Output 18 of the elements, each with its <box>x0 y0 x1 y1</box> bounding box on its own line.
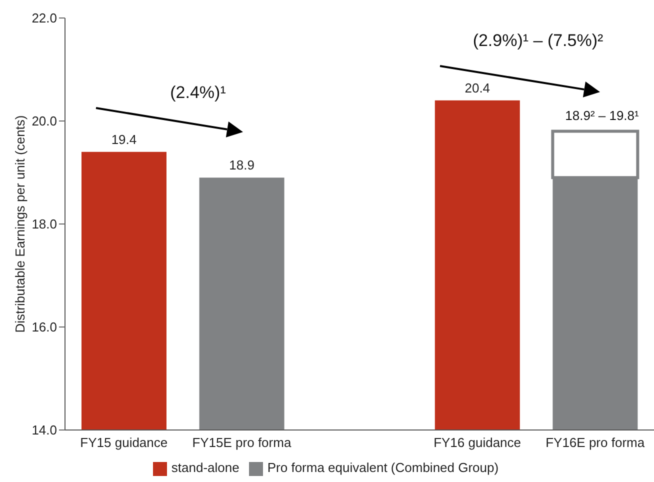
annotation: (2.4%)¹ <box>170 83 226 102</box>
y-axis-title: Distributable Earnings per unit (cents) <box>12 115 28 333</box>
y-tick-label: 22.0 <box>32 10 57 26</box>
x-tick-label: FY15 guidance <box>80 435 168 450</box>
y-tick-label: 20.0 <box>32 114 57 129</box>
data-label: 19.4 <box>111 132 137 147</box>
legend-label: stand-alone <box>171 460 240 475</box>
data-label: 20.4 <box>464 80 490 96</box>
legend-label: Pro forma equivalent (Combined Group) <box>267 460 499 475</box>
x-tick-label: FY16E pro forma <box>546 435 646 450</box>
annotation: 18.9² – 19.8¹ <box>565 108 640 123</box>
x-tick-label: FY15E pro forma <box>192 435 292 450</box>
annotation: (2.9%)¹ – (7.5%)² <box>472 31 604 50</box>
data-label: 18.9 <box>229 158 254 173</box>
y-tick-label: 16.0 <box>32 320 57 335</box>
y-tick-label: 18.0 <box>32 216 57 232</box>
x-tick-label: FY16 guidance <box>434 435 522 450</box>
y-tick-label: 14.0 <box>32 422 57 438</box>
